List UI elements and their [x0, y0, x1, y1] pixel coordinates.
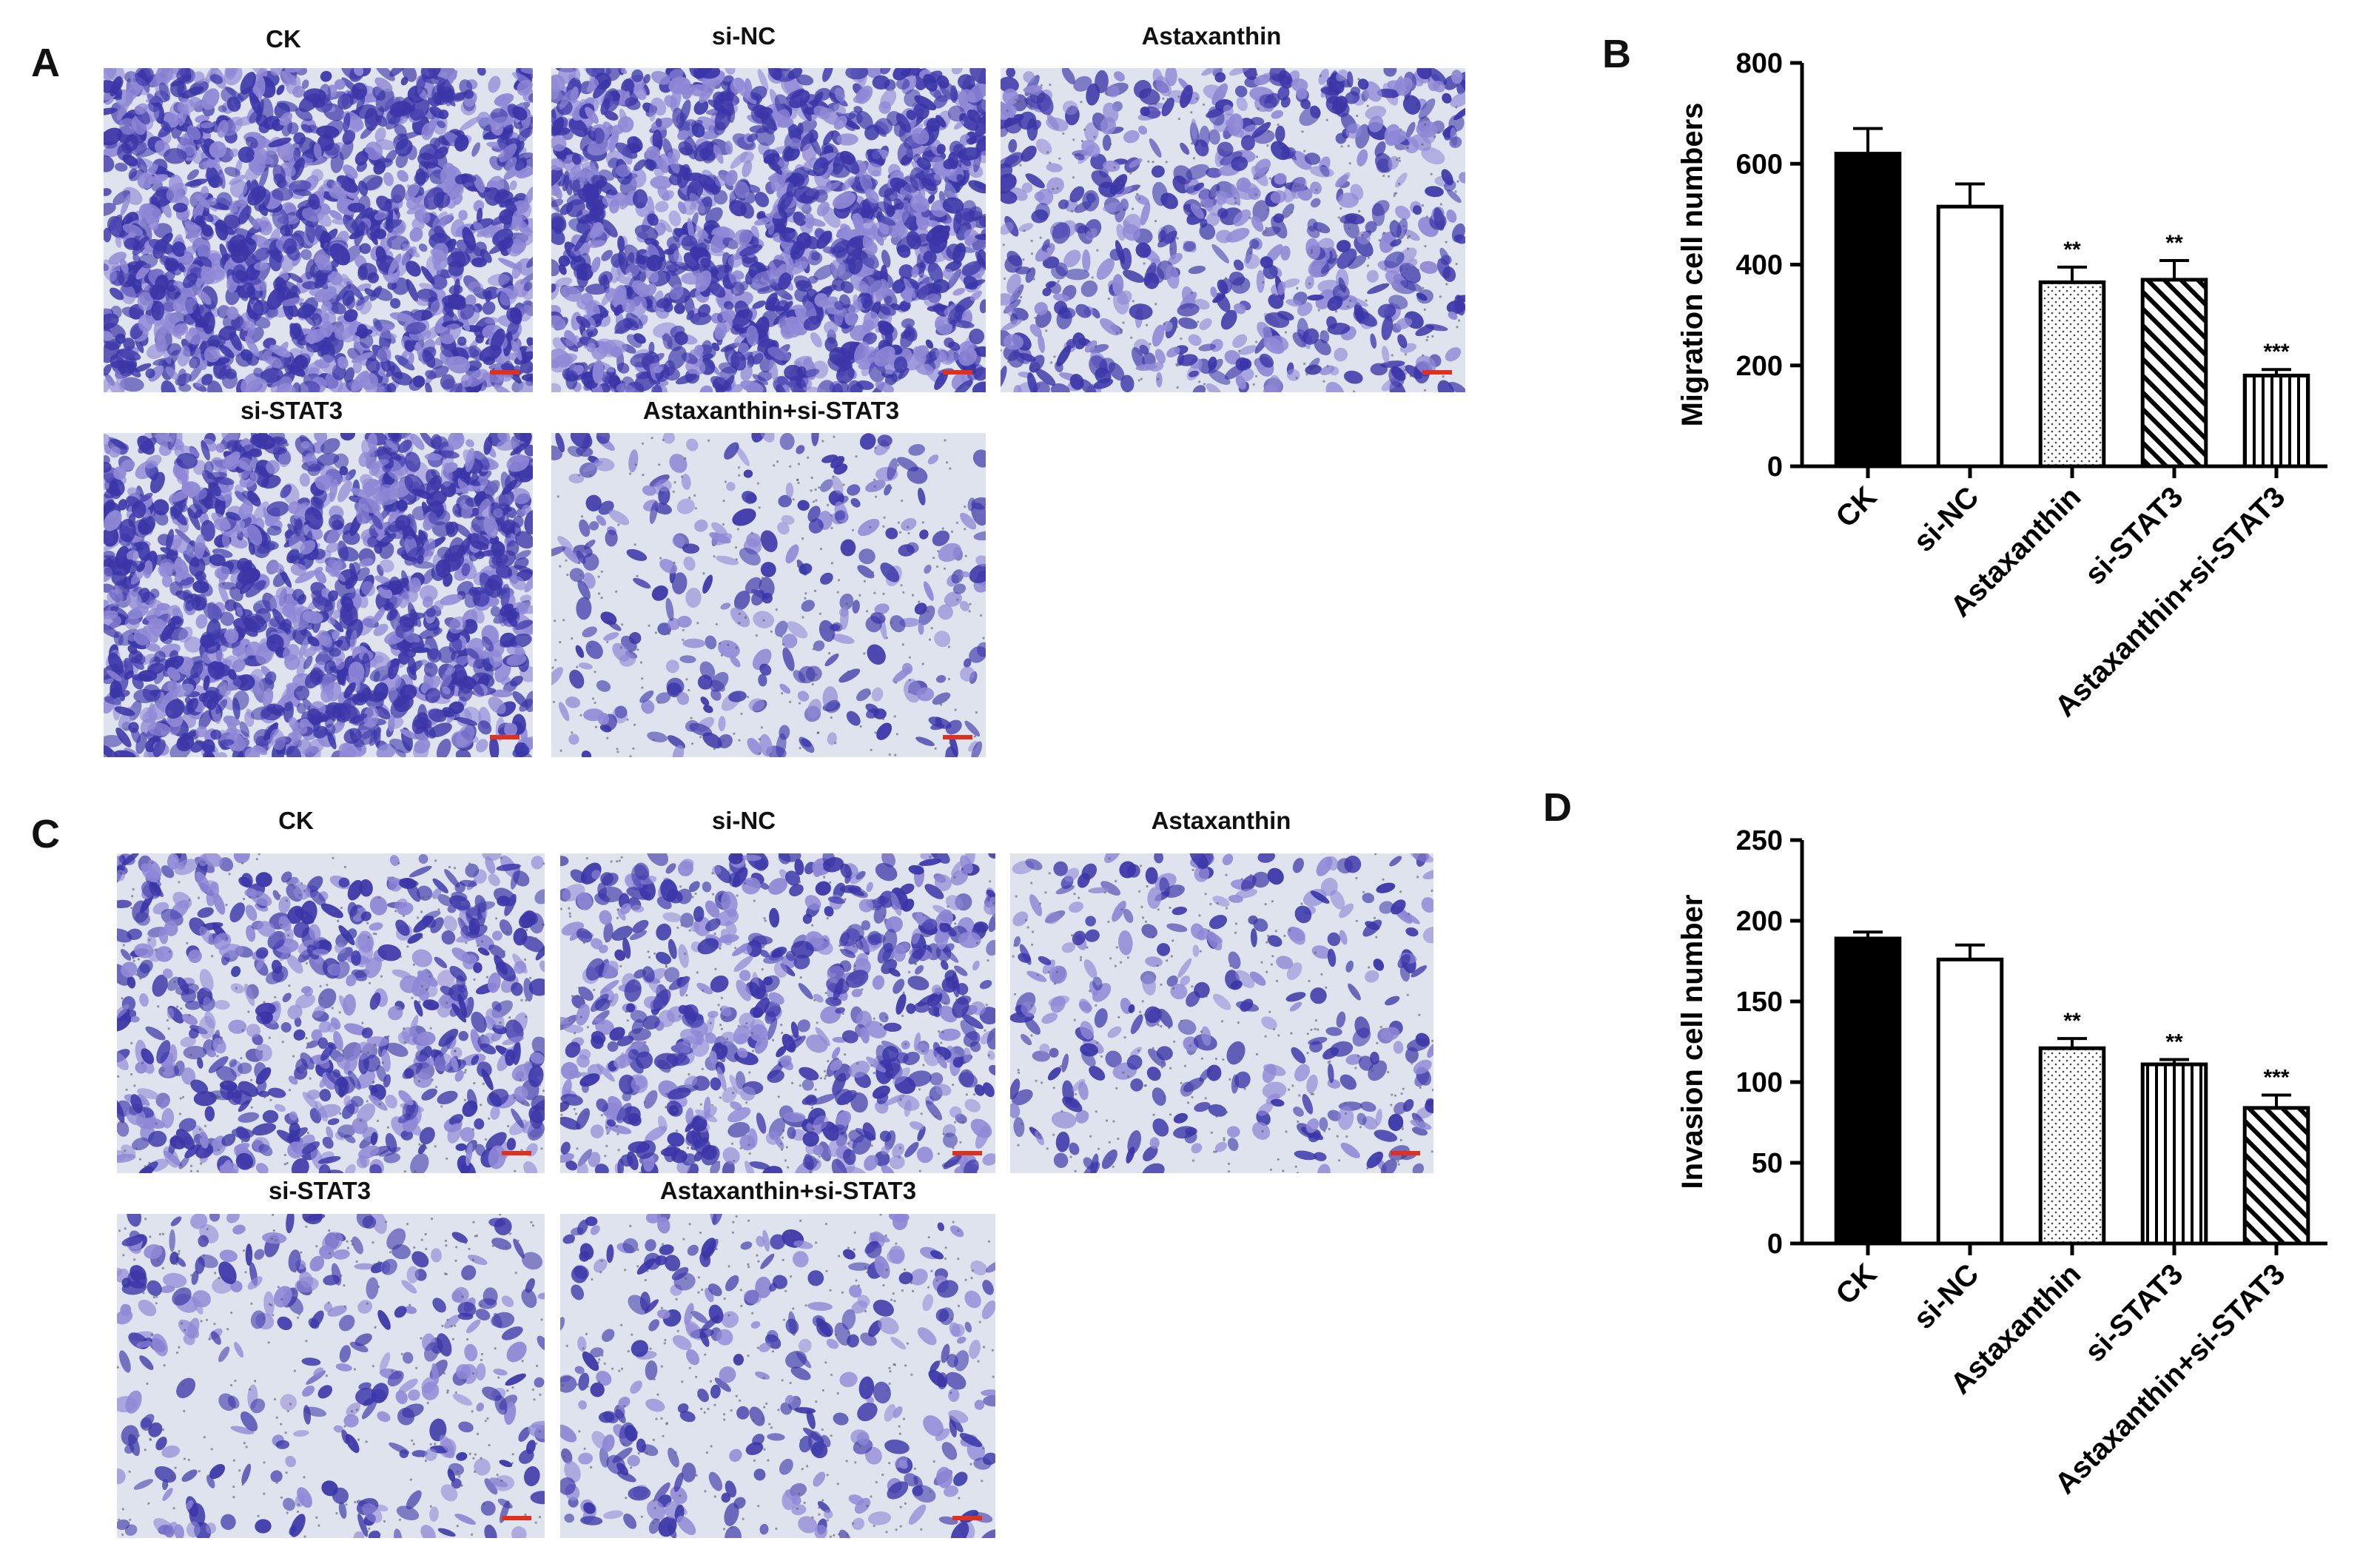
micrograph-a-ck [104, 68, 533, 392]
bar [2140, 1062, 2208, 1246]
stained-cells [117, 853, 545, 1173]
y-tick-label: 600 [1736, 149, 1783, 180]
migration-bar-chart: 0 200 400 600 800 Migration cell numbers CK si-… [1658, 44, 2339, 777]
x-tick-label: CK [1829, 1258, 1883, 1311]
error-bar [2159, 259, 2189, 280]
bar [1936, 204, 2004, 469]
membrane-pores [560, 853, 995, 1173]
stained-cells [104, 68, 533, 392]
x-tick-label: si-NC [1907, 1258, 1985, 1335]
significance-label: ** [2165, 231, 2183, 255]
significance-label: *** [2263, 1065, 2289, 1090]
stained-cells [117, 1214, 545, 1538]
membrane-pores [1012, 853, 1433, 1173]
panel-letter-b: B [1602, 32, 1631, 76]
error-bar [1853, 127, 1883, 154]
significance-label: ** [2063, 238, 2081, 262]
membrane-pores [117, 853, 545, 1173]
scale-bar [943, 370, 972, 375]
y-tick-label: 200 [1736, 906, 1783, 937]
micrograph-label: CK [278, 807, 314, 834]
stained-cells [551, 433, 986, 757]
micrograph-c-si-stat3 [117, 1214, 545, 1538]
micrograph-c-astaxanthin [1010, 853, 1433, 1173]
scale-bar [502, 1151, 531, 1155]
micrograph-label: Astaxanthin+si-STAT3 [642, 397, 900, 424]
micrograph-label: Astaxanthin [1151, 807, 1291, 834]
error-bar [2057, 1037, 2087, 1049]
micrograph-label: Astaxanthin [1141, 22, 1282, 50]
x-tick-label: si-STAT3 [2079, 480, 2189, 591]
micrograph-label: Astaxanthin+si-STAT3 [659, 1177, 917, 1204]
error-bar [2262, 1093, 2291, 1108]
micrograph-background [560, 1214, 995, 1538]
bar [2038, 280, 2106, 469]
micrograph-c-si-nc [560, 853, 995, 1173]
scale-bar [943, 735, 972, 739]
significance-label: *** [2263, 340, 2289, 364]
membrane-pores [551, 435, 985, 757]
invasion-bar-chart: 0 50 100 150 200 250 Invasion cell number CK si-… [1658, 822, 2339, 1554]
micrograph-label: si-NC [711, 807, 776, 834]
stained-cells [104, 433, 533, 757]
micrograph-c-ck [117, 853, 545, 1173]
stained-cells [1010, 853, 1433, 1173]
x-tick-label: si-NC [1907, 480, 1985, 558]
bar [2140, 278, 2208, 469]
y-tick-label: 400 [1736, 250, 1783, 281]
error-bar [1955, 943, 1985, 960]
micrograph-label: si-STAT3 [240, 397, 343, 424]
scale-bar [952, 1151, 982, 1155]
scale-bar [502, 1516, 531, 1520]
error-bar [2159, 1058, 2189, 1065]
y-tick-label: 200 [1736, 351, 1783, 382]
panel-letter-d: D [1543, 785, 1572, 830]
y-axis-label: Invasion cell number [1676, 895, 1709, 1189]
error-bar [1955, 182, 1985, 207]
membrane-pores [1001, 68, 1461, 392]
bar [2038, 1046, 2106, 1246]
y-tick-label: 100 [1736, 1067, 1783, 1098]
micrograph-a-astaxanthin [1001, 68, 1465, 392]
stained-cells [560, 853, 995, 1173]
bar [2242, 373, 2310, 469]
scale-bar [952, 1516, 982, 1520]
x-tick-label: CK [1829, 480, 1883, 534]
scale-bar [1391, 1151, 1420, 1155]
y-tick-label: 50 [1752, 1148, 1783, 1179]
y-tick-label: 150 [1736, 987, 1783, 1018]
significance-label: ** [2063, 1009, 2081, 1033]
bar [1834, 936, 1902, 1246]
stained-cells [560, 1214, 995, 1538]
panel-letter-c: C [31, 812, 60, 856]
micrograph-label: CK [266, 25, 301, 53]
micrograph-label: si-NC [711, 22, 776, 50]
y-tick-label: 800 [1736, 48, 1783, 79]
stained-cells [551, 68, 986, 392]
error-bar [2057, 265, 2087, 283]
membrane-pores [561, 1214, 995, 1538]
micrograph-a-si-stat3 [104, 433, 533, 757]
bar [2242, 1106, 2310, 1246]
significance-label: ** [2165, 1030, 2183, 1054]
error-bar [1853, 930, 1883, 939]
bar [1834, 152, 1902, 469]
scale-bar [490, 370, 520, 375]
micrograph-label: si-STAT3 [268, 1177, 372, 1204]
panel-letter-a: A [31, 41, 60, 85]
y-tick-label: 250 [1736, 825, 1783, 856]
y-axis-label: Migration cell numbers [1676, 103, 1709, 427]
micrograph-c-astaxanthin-si-stat3 [560, 1214, 995, 1538]
micrograph-a-si-nc [551, 68, 986, 392]
scale-bar [1422, 370, 1452, 375]
scale-bar [490, 735, 520, 739]
y-tick-label: 0 [1767, 451, 1783, 483]
y-tick-label: 0 [1767, 1229, 1783, 1260]
bar [1936, 957, 2004, 1246]
membrane-pores [117, 1214, 543, 1538]
micrograph-a-astaxanthin-si-stat3 [551, 433, 986, 757]
error-bar [2262, 368, 2291, 376]
x-tick-label: si-STAT3 [2079, 1258, 2189, 1368]
